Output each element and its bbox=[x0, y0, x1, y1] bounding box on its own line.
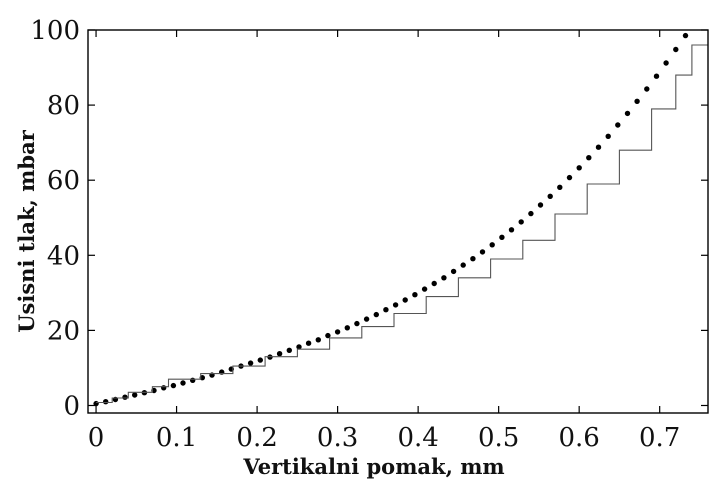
data-point bbox=[528, 210, 534, 217]
data-point bbox=[518, 219, 524, 225]
data-point bbox=[122, 394, 128, 400]
data-point bbox=[450, 268, 457, 275]
data-point bbox=[489, 242, 495, 248]
data-point bbox=[315, 337, 321, 343]
data-point bbox=[132, 392, 138, 398]
data-point bbox=[383, 307, 389, 313]
data-point bbox=[402, 297, 408, 303]
x-axis-label: Vertikalni pomak, mm bbox=[242, 454, 504, 479]
data-point bbox=[499, 234, 505, 240]
data-point bbox=[460, 262, 466, 268]
data-point bbox=[161, 385, 167, 391]
data-point bbox=[190, 377, 196, 383]
data-point bbox=[286, 347, 292, 353]
y-tick-label: 80 bbox=[47, 91, 80, 121]
data-point bbox=[276, 351, 283, 357]
data-point bbox=[663, 60, 669, 66]
data-point bbox=[412, 292, 418, 298]
data-point bbox=[537, 202, 544, 208]
data-point bbox=[103, 399, 109, 405]
x-tick-label: 0.1 bbox=[156, 423, 197, 453]
y-tick-label: 20 bbox=[47, 316, 80, 346]
data-point bbox=[257, 357, 263, 363]
plot-area bbox=[93, 4, 708, 407]
data-point bbox=[373, 311, 379, 318]
x-tick-label: 0.3 bbox=[317, 423, 358, 453]
plot-frame bbox=[87, 29, 709, 414]
data-point bbox=[615, 122, 621, 128]
data-point bbox=[576, 165, 582, 171]
data-point bbox=[547, 193, 553, 199]
x-tick-label: 0.6 bbox=[558, 423, 599, 453]
data-point bbox=[634, 98, 640, 105]
data-point bbox=[479, 249, 486, 255]
data-point bbox=[344, 325, 350, 331]
data-point bbox=[392, 302, 399, 308]
data-point bbox=[170, 382, 177, 389]
data-point bbox=[702, 4, 707, 9]
y-tick-label: 0 bbox=[63, 391, 80, 421]
data-point bbox=[354, 320, 360, 327]
y-tick-label: 100 bbox=[30, 16, 80, 46]
data-point bbox=[296, 344, 302, 350]
data-point bbox=[180, 380, 186, 386]
data-point bbox=[624, 110, 631, 117]
x-tick-label: 0.7 bbox=[639, 423, 680, 453]
data-point bbox=[470, 256, 476, 262]
x-tick-label: 0.5 bbox=[478, 423, 519, 453]
data-point bbox=[586, 155, 592, 161]
data-point bbox=[595, 144, 602, 150]
data-point bbox=[334, 329, 341, 335]
plot-marks bbox=[93, 4, 708, 407]
data-point bbox=[325, 332, 331, 339]
data-point bbox=[247, 360, 254, 366]
data-point bbox=[363, 316, 370, 322]
x-tick-label: 0.2 bbox=[236, 423, 277, 453]
data-point bbox=[557, 184, 563, 190]
data-point bbox=[305, 340, 312, 346]
axis-ticks: 0 0.1 0.2 0.3 0.4 0.5 0.6 0.7 0 20 40 60 80 100 bbox=[30, 16, 708, 453]
y-tick-label: 60 bbox=[47, 166, 80, 196]
x-tick-label: 0.4 bbox=[397, 423, 438, 453]
data-point bbox=[692, 18, 697, 23]
data-point bbox=[421, 286, 428, 292]
x-tick-label: 0 bbox=[88, 423, 105, 453]
data-point bbox=[682, 32, 689, 39]
y-axis-label: Usisni tlak, mbar bbox=[14, 129, 39, 332]
y-tick-label: 40 bbox=[47, 241, 80, 271]
data-point bbox=[673, 46, 679, 53]
data-point bbox=[566, 174, 573, 181]
data-point bbox=[605, 133, 611, 139]
data-point bbox=[644, 86, 650, 92]
data-point bbox=[431, 280, 437, 287]
data-point bbox=[508, 227, 515, 233]
data-point bbox=[441, 275, 447, 281]
step-line bbox=[96, 44, 708, 404]
data-point bbox=[653, 73, 660, 79]
